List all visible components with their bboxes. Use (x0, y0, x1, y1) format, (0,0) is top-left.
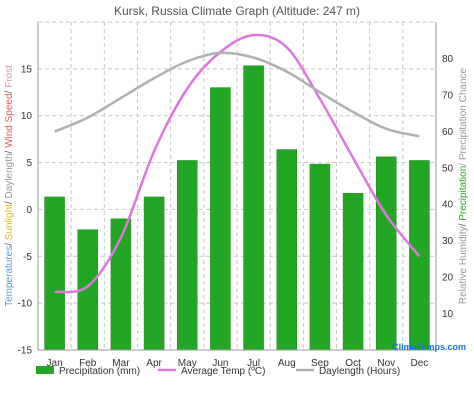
axis-title-part: / (4, 88, 15, 94)
left-tick-label: 0 (26, 205, 32, 216)
x-tick-label: Oct (345, 358, 361, 369)
right-tick-label: 80 (442, 54, 454, 65)
right-tick-label: 40 (442, 200, 454, 211)
precipitation-bar-may (177, 160, 198, 351)
right-tick-label: 70 (442, 90, 454, 101)
x-tick-label: Feb (79, 358, 97, 369)
right-tick-label: 10 (442, 309, 454, 320)
legend-label: Precipitation (mm) (59, 366, 140, 377)
axes (37, 22, 437, 351)
axis-title-part: Sunlight (4, 204, 15, 240)
left-tick-label: -5 (23, 252, 32, 263)
x-tick-label: Aug (278, 358, 296, 369)
tick-labels: -15 -10 -5 0 5 10 15 10 20 30 40 50 60 70 80 Jan Feb Mar A… (18, 54, 454, 369)
x-tick-label: Dec (411, 358, 429, 369)
precipitation-bar-sep (309, 163, 331, 351)
precipitation-bar-nov (376, 156, 397, 351)
left-tick-label: -15 (18, 346, 33, 357)
right-tick-label: 50 (442, 163, 454, 174)
x-tick-label: Jun (212, 358, 228, 369)
left-axis-title: Temperatures/ Sunlight/ Daylength/ Wind … (4, 65, 15, 307)
x-tick-label: Jul (247, 358, 260, 369)
chart-title: Kursk, Russia Climate Graph (Altitude: 2… (114, 4, 360, 18)
right-axis-title: Relative Humidity/ Precipitation/ Precip… (458, 67, 469, 304)
axis-title-part: Wind Speed (4, 93, 15, 147)
left-tick-label: -10 (18, 299, 33, 310)
legend-swatch-precipitation (36, 366, 54, 374)
x-tick-label: Mar (112, 358, 130, 369)
left-tick-label: 15 (21, 64, 33, 75)
precipitation-bar-jun (210, 87, 231, 351)
axis-title-part: / (4, 240, 15, 246)
x-tick-label: Jan (47, 358, 63, 369)
x-tick-label: May (178, 358, 197, 369)
axis-title-part: Daylength (4, 153, 15, 198)
axis-title-part: / Precipitation Chance (458, 67, 469, 165)
right-tick-label: 30 (442, 236, 454, 247)
x-tick-label: Sep (311, 358, 329, 369)
x-tick-label: Nov (377, 358, 395, 369)
precipitation-bar-jul (243, 65, 264, 351)
right-tick-label: 60 (442, 127, 454, 138)
watermark-brand: ClimaTemps.com (392, 342, 466, 352)
right-tick-label: 20 (442, 273, 454, 284)
axis-title-part: / (458, 221, 469, 227)
legend-label: Average Temp (ºC) (181, 366, 265, 377)
precipitation-bar-apr (143, 196, 165, 351)
left-tick-label: 10 (21, 111, 33, 122)
left-tick-label: 5 (26, 158, 32, 169)
x-tick-label: Apr (146, 358, 162, 369)
axis-title-part: Precipitation (458, 166, 469, 221)
axis-title-part: / (4, 148, 15, 154)
line-series (54, 33, 421, 294)
precipitation-bar-oct (342, 193, 364, 351)
precipitation-bar-jan (44, 196, 65, 351)
precipitation-bar-aug (276, 149, 297, 351)
series-line-daylength-(hours) (54, 51, 420, 138)
axis-title-part: / (4, 199, 15, 205)
legend: Precipitation (mm) Average Temp (ºC) Dayle… (36, 366, 400, 377)
series-line-average-temp (54, 33, 421, 294)
legend-label: Daylength (Hours) (319, 366, 400, 377)
axis-title-part: Temperatures (4, 246, 15, 307)
axis-title-part: Relative Humidity (458, 226, 469, 304)
axis-title-part: Frost (4, 65, 15, 88)
precipitation-bars (44, 65, 430, 351)
